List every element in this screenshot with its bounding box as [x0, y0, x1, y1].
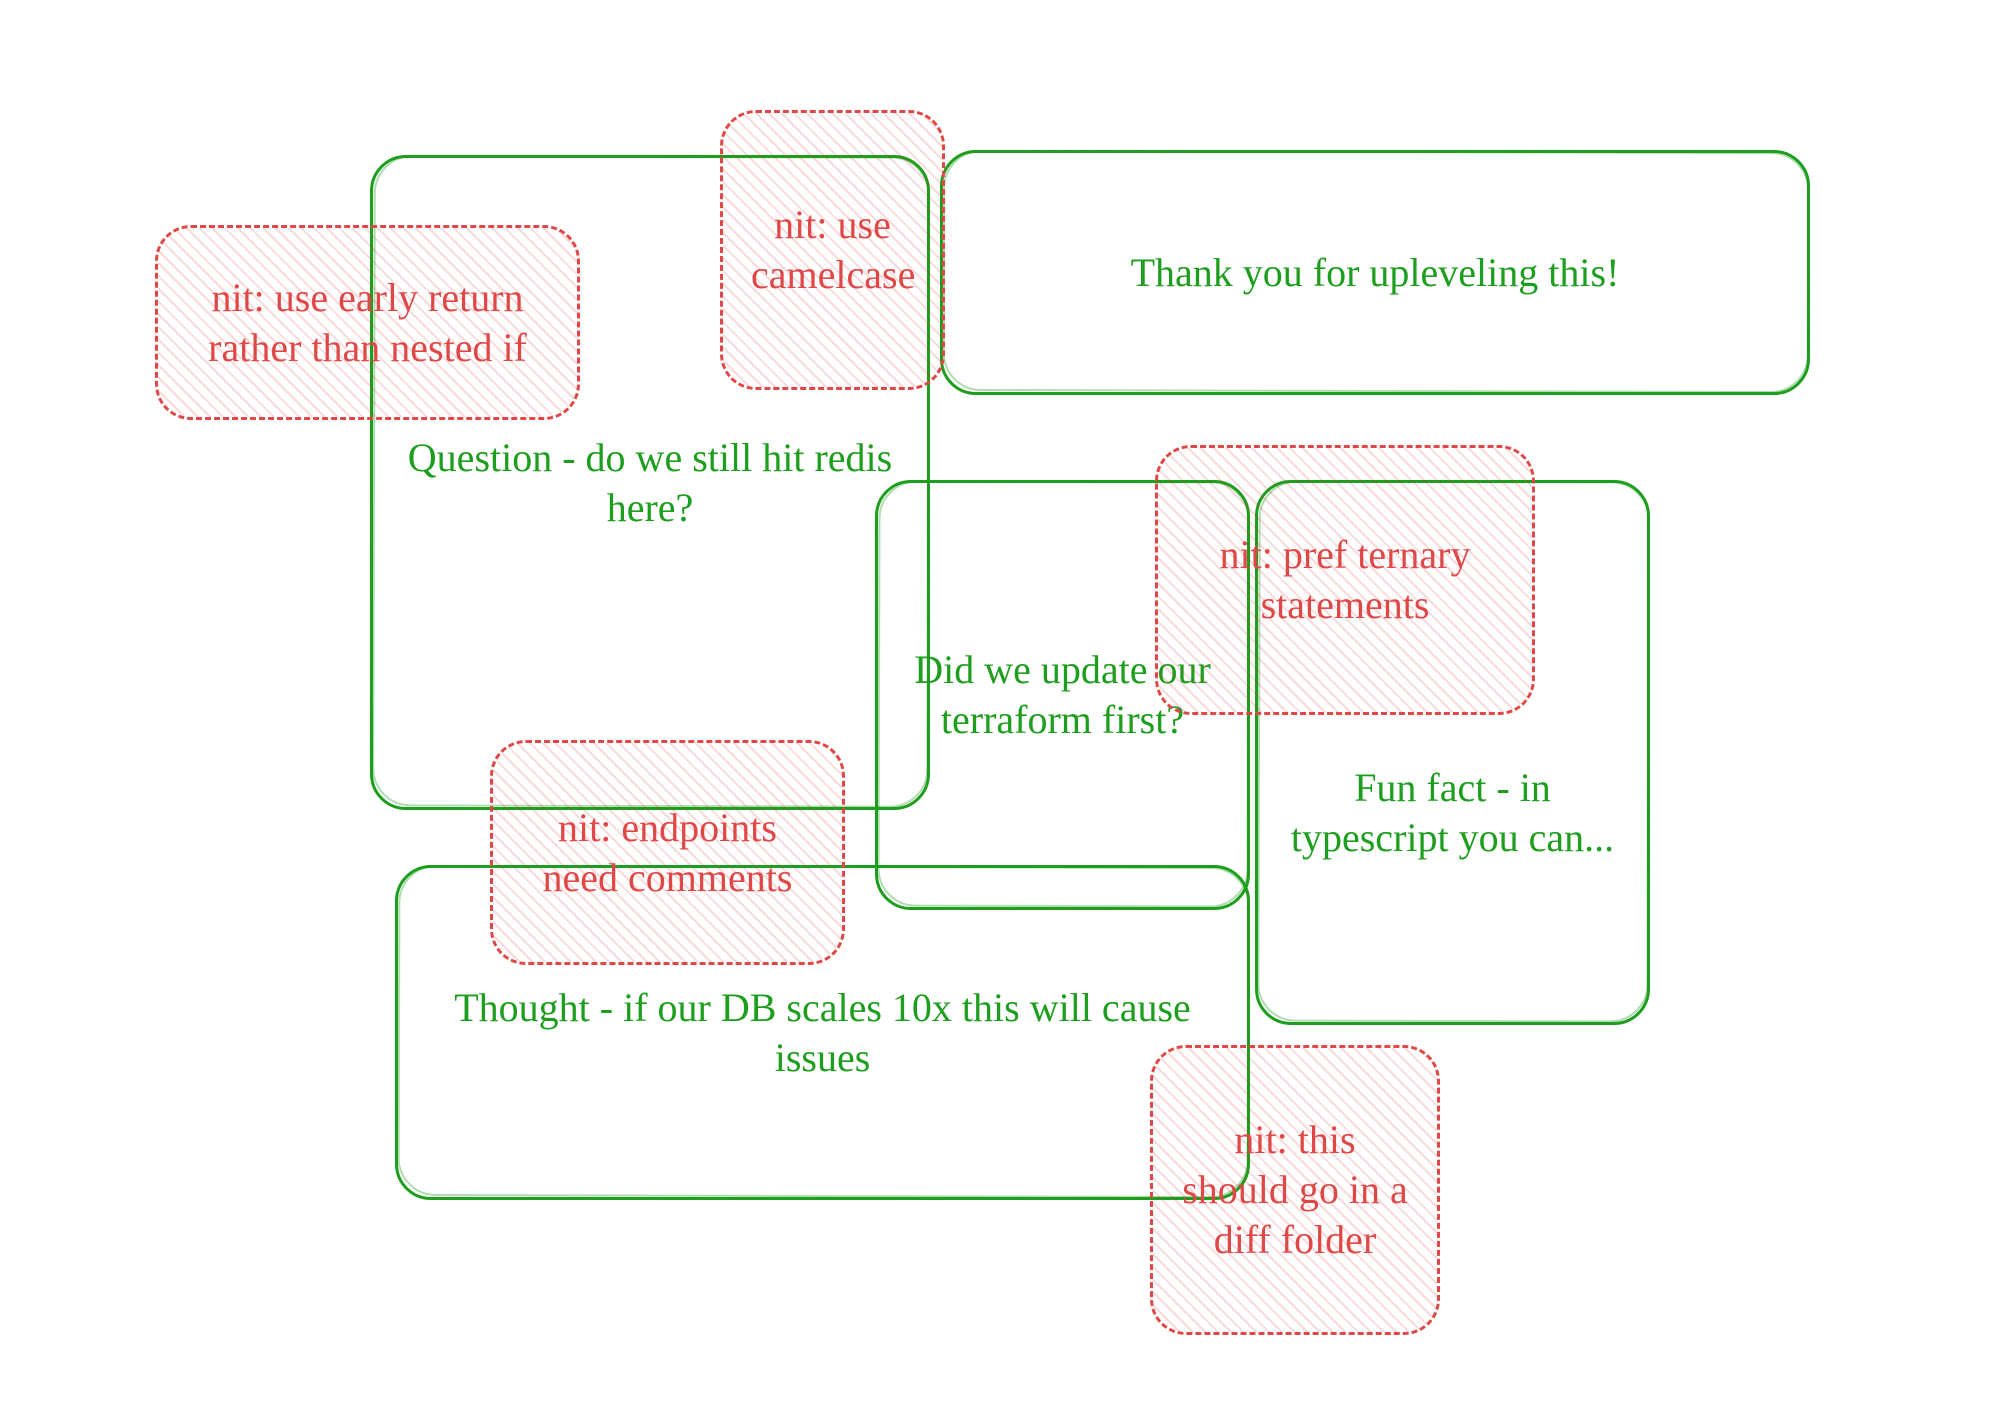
green-db-scales-label: Thought - if our DB scales 10x this will…: [426, 983, 1219, 1083]
green-fun-fact-label: Fun fact - in typescript you can...: [1286, 763, 1619, 863]
green-thank-you: Thank you for upleveling this!: [940, 150, 1810, 395]
diagram-stage: Question - do we still hit redis here? Th…: [0, 0, 2000, 1410]
green-thank-you-label: Thank you for upleveling this!: [971, 248, 1779, 298]
red-ternary: nit: pref ternary statements: [1155, 445, 1535, 715]
red-endpoints-label: nit: endpoints need comments: [521, 803, 814, 903]
red-early-return-label: nit: use early return rather than nested…: [186, 273, 549, 373]
red-early-return: nit: use early return rather than nested…: [155, 225, 580, 420]
red-diff-folder-label: nit: this should go in a diff folder: [1181, 1115, 1409, 1265]
red-camelcase: nit: use camelcase: [720, 110, 945, 390]
red-diff-folder: nit: this should go in a diff folder: [1150, 1045, 1440, 1335]
red-camelcase-label: nit: use camelcase: [751, 200, 914, 300]
green-question-redis-label: Question - do we still hit redis here?: [401, 433, 899, 533]
red-endpoints: nit: endpoints need comments: [490, 740, 845, 965]
red-ternary-label: nit: pref ternary statements: [1186, 530, 1504, 630]
